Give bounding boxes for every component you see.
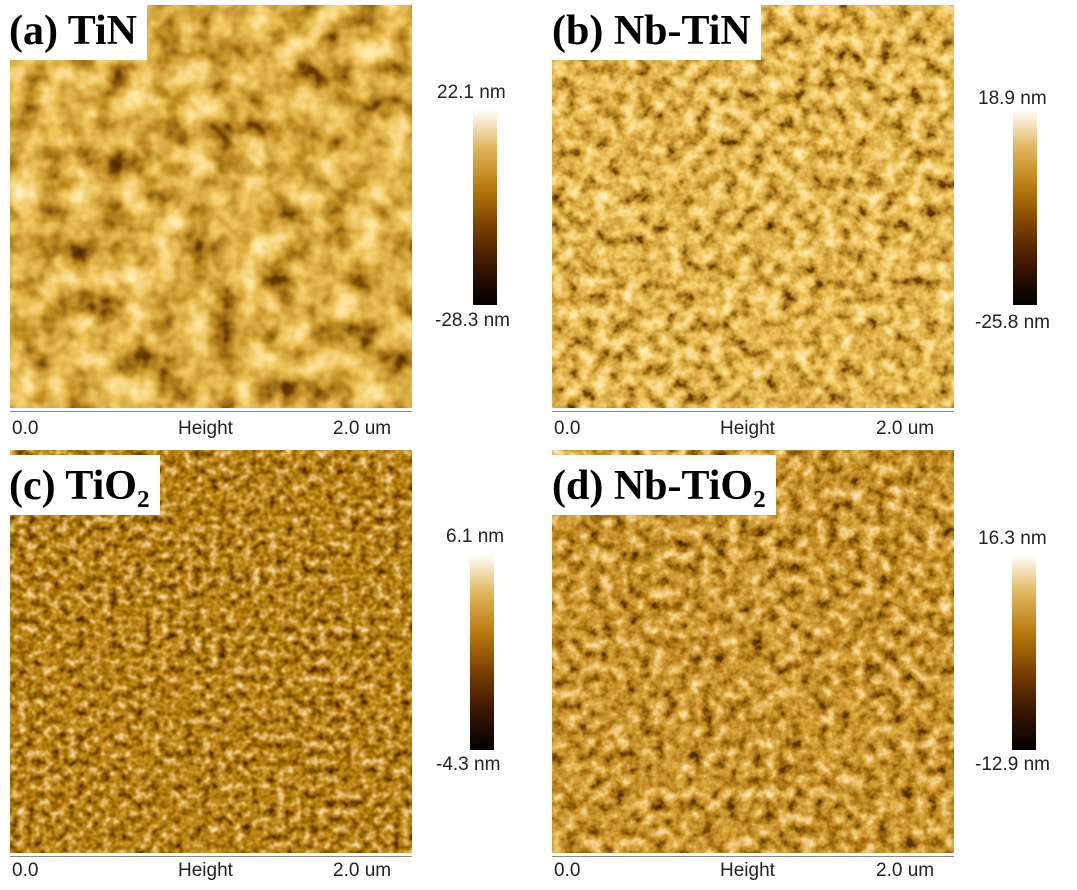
panel-label: (d) Nb-TiO₂ — [548, 455, 776, 515]
scale-max: 16.3 nm — [978, 528, 1047, 550]
axis-end: 2.0 um — [333, 860, 391, 882]
axis-start: 0.0 — [12, 418, 38, 440]
color-bar — [470, 555, 494, 750]
scale-max: 6.1 nm — [446, 526, 504, 548]
afm-image — [552, 5, 954, 408]
axis-end: 2.0 um — [876, 860, 934, 882]
panel-label: (b) Nb-TiN — [548, 0, 761, 60]
axis-title: Height — [720, 860, 775, 882]
scale-min: -12.9 nm — [975, 754, 1050, 776]
scale-max: 22.1 nm — [437, 82, 506, 104]
axis-line — [552, 411, 954, 412]
panel-label: (a) TiN — [5, 0, 147, 60]
axis-title: Height — [178, 418, 233, 440]
axis-line — [552, 856, 954, 857]
axis-start: 0.0 — [554, 860, 580, 882]
afm-image — [10, 5, 412, 408]
axis-line — [10, 411, 412, 412]
axis-title: Height — [720, 418, 775, 440]
axis-end: 2.0 um — [333, 418, 391, 440]
scale-min: -25.8 nm — [975, 312, 1050, 334]
scale-max: 18.9 nm — [978, 88, 1047, 110]
scale-min: -4.3 nm — [436, 754, 500, 776]
figure: (a) TiN (b) Nb-TiN (c) TiO₂ (d) Nb-TiO₂ … — [0, 0, 1077, 890]
scale-min: -28.3 nm — [435, 310, 510, 332]
color-bar — [473, 110, 497, 305]
axis-end: 2.0 um — [876, 418, 934, 440]
color-bar — [1013, 110, 1037, 305]
axis-line — [10, 856, 412, 857]
axis-start: 0.0 — [12, 860, 38, 882]
axis-title: Height — [178, 860, 233, 882]
axis-start: 0.0 — [554, 418, 580, 440]
color-bar — [1012, 555, 1036, 750]
panel-label: (c) TiO₂ — [5, 455, 160, 515]
